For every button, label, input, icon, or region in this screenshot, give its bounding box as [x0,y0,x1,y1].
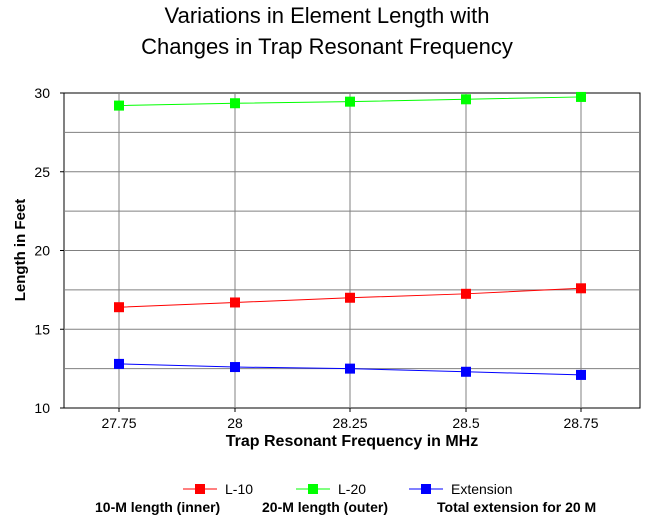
data-point-l-10 [230,297,240,308]
data-point-extension [576,369,586,380]
legend-description-l10: 10-M length (inner) [95,499,220,515]
x-tick-label: 28.25 [332,415,367,431]
data-point-l-20 [576,91,586,102]
data-point-l-10 [345,292,355,303]
data-point-extension [345,363,355,374]
x-axis-label: Trap Resonant Frequency in MHz [226,433,478,450]
data-point-l-10 [576,283,586,294]
chart-title-line-1: Variations in Element Length with [165,3,490,28]
legend-item-l20: L-20 [296,481,366,497]
legend-label-l10: L-10 [225,481,253,497]
x-tick-label: 28 [227,415,243,431]
y-axis-label: Length in Feet [12,199,29,302]
legend: L-10 L-20 Extension 10-M length (inner) … [95,481,596,515]
data-point-l-10 [461,288,471,299]
y-tick-label: 15 [34,321,50,337]
y-tick-label: 10 [34,400,50,416]
x-tick-label: 28.5 [452,415,479,431]
y-tick-label: 25 [34,164,50,180]
x-tick-label: 27.75 [101,415,136,431]
data-point-extension [461,366,471,377]
legend-marker-extension [421,484,431,494]
legend-marker-l10 [195,484,205,494]
data-point-l-20 [461,94,471,105]
legend-item-l10: L-10 [183,481,253,497]
data-point-l-20 [114,100,124,111]
legend-item-extension: Extension [409,481,512,497]
y-tick-label: 20 [34,243,50,259]
data-point-l-20 [230,98,240,109]
legend-description-l20: 20-M length (outer) [262,499,388,515]
chart-title-line-2: Changes in Trap Resonant Frequency [141,34,513,59]
y-tick-label: 30 [34,85,50,101]
legend-marker-l20 [308,484,318,494]
data-point-l-10 [114,302,124,313]
series [114,91,586,380]
x-tick-label: 28.75 [563,415,598,431]
legend-description-extension: Total extension for 20 M [437,499,596,515]
axes: 10 15 20 25 30 27.75 28 28.25 28.5 28.75 [34,85,598,431]
legend-label-extension: Extension [451,481,512,497]
grid [64,93,640,408]
data-point-extension [114,358,124,369]
data-point-extension [230,362,240,373]
data-point-l-20 [345,96,355,107]
legend-label-l20: L-20 [338,481,366,497]
